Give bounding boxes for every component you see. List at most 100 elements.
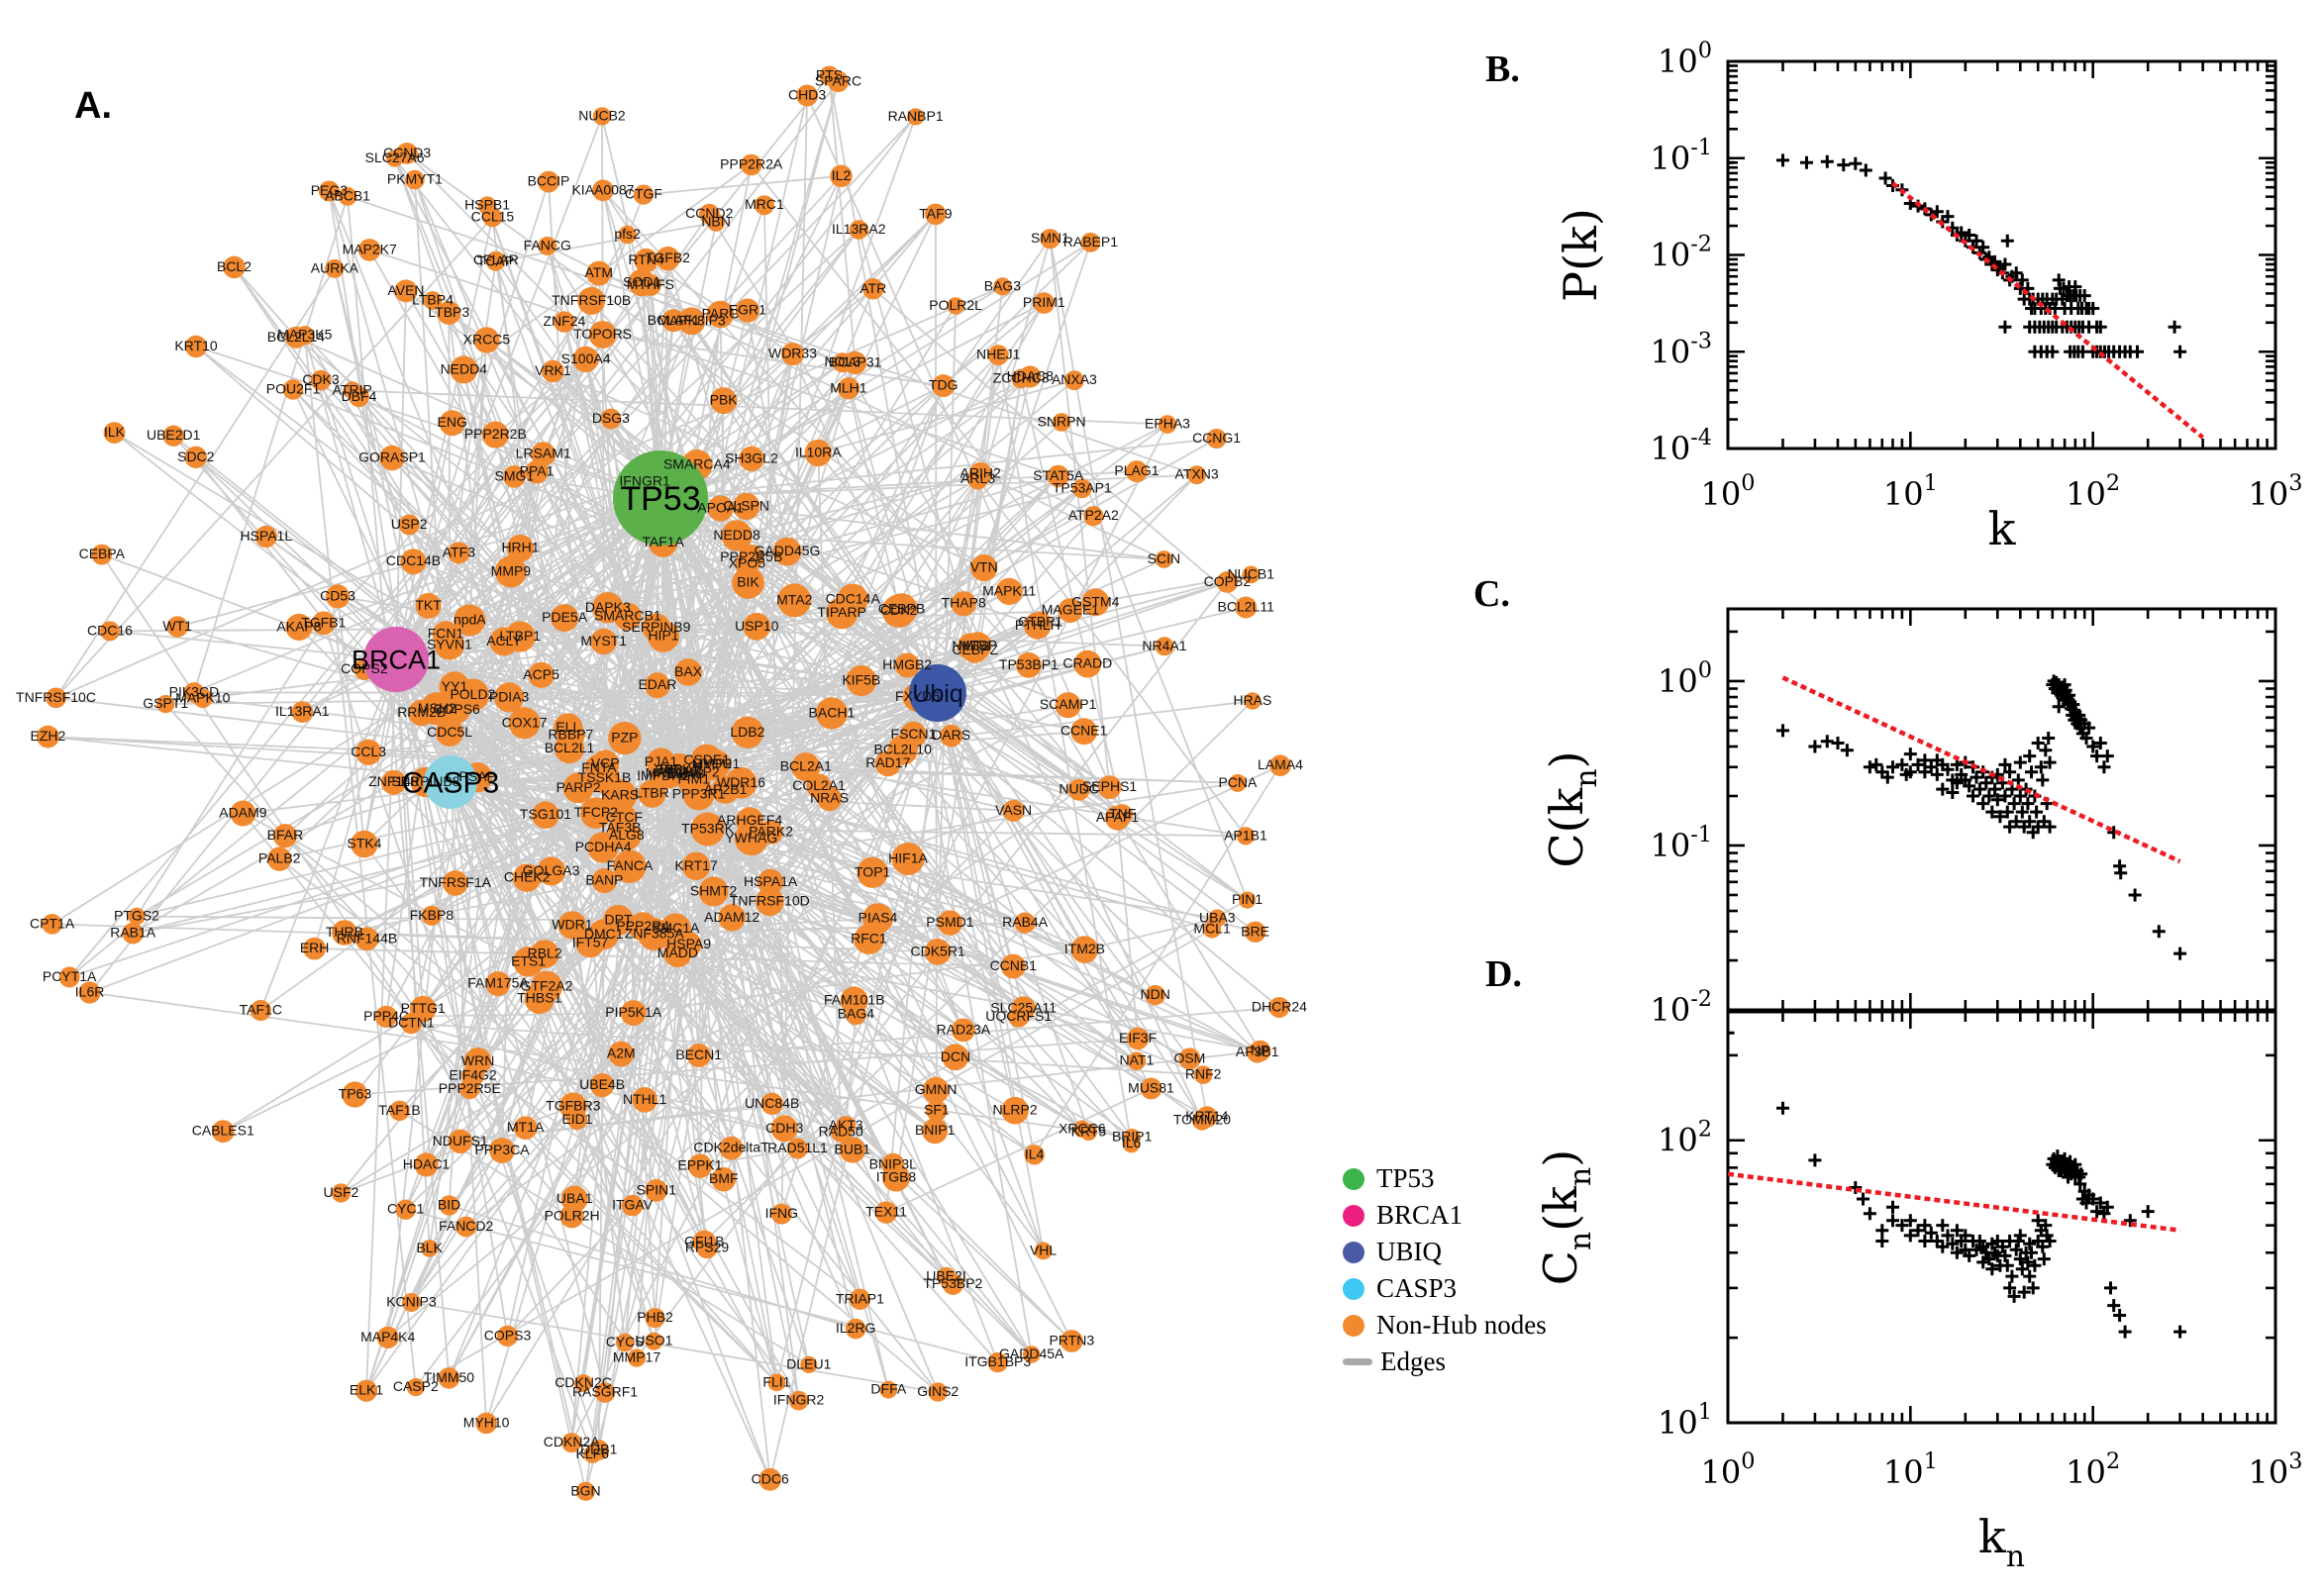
network-node	[645, 1332, 663, 1350]
network-node-label: PPP3R1	[672, 786, 726, 802]
axis-tick-labels-D: 100 101 102 103 102 101	[1658, 1117, 2302, 1491]
network-node-label: VASN	[995, 802, 1032, 818]
network-node-label: PPP3CA	[474, 1142, 530, 1157]
network-node-label: TNFRSF10B	[552, 292, 631, 308]
network-node	[754, 195, 774, 216]
svg-text:10-3: 10-3	[1650, 328, 1712, 370]
network-node-label: BCAP31	[829, 354, 882, 370]
network-node-label: WDR16	[717, 774, 765, 790]
network-node-label: COPB2	[1204, 573, 1252, 589]
network-node-label: CHEK2	[504, 869, 551, 885]
network-node	[592, 107, 612, 126]
network-node-label: CDK3	[302, 371, 340, 387]
network-node-label: HRAS	[1233, 692, 1271, 708]
network-node	[711, 1166, 737, 1192]
network-node	[682, 778, 715, 811]
network-node	[1001, 1096, 1029, 1125]
network-node-label: MYST1	[580, 633, 627, 648]
network-node-label: GORASP1	[358, 449, 426, 465]
network-node-label: ITGB8	[876, 1169, 917, 1185]
network-node	[267, 847, 292, 871]
network-node	[706, 300, 735, 329]
network-node-label: RANBP1	[888, 108, 944, 124]
network-node-label: KRT10	[174, 338, 218, 353]
network-node-label: DCTN1	[388, 1015, 435, 1031]
network-nodes	[37, 65, 1291, 1501]
network-node-label: BGN	[570, 1482, 600, 1498]
network-node	[1070, 718, 1098, 746]
network-node	[1127, 1051, 1147, 1070]
network-node-label: IL6R	[75, 984, 105, 1000]
network-node-label: TGFBR3	[546, 1097, 600, 1113]
legend-label: Edges	[1380, 1347, 1446, 1376]
network-node	[638, 779, 666, 808]
network-node	[1158, 415, 1177, 434]
network-node-label: CDKN2A	[544, 1434, 600, 1449]
network-node-label: STK4	[347, 836, 381, 851]
network-node	[770, 1203, 792, 1225]
network-node-label: CDC14A	[826, 590, 881, 606]
network-node	[439, 410, 465, 437]
network-node	[538, 237, 557, 255]
network-node-label: FAM175A	[467, 975, 529, 991]
network-node-label: TOPORS	[573, 326, 632, 342]
network-node-label: NTHL1	[623, 1091, 667, 1107]
network-node-label: GMNN	[915, 1081, 958, 1097]
network-node	[455, 1216, 477, 1238]
network-node	[796, 84, 819, 107]
network-node	[618, 225, 637, 245]
network-node	[849, 1288, 871, 1311]
network-node-label: SYVN1	[427, 636, 472, 651]
network-node-label: CDK5R1	[910, 943, 964, 958]
legend-item-tp53: TP53	[1343, 1160, 1547, 1197]
network-node	[591, 867, 618, 894]
network-node-label: CCL15	[471, 209, 515, 225]
network-node-label: NUCB2	[578, 107, 626, 123]
network-node	[415, 592, 442, 619]
network-node	[448, 1129, 472, 1154]
network-node-label: RTN4	[628, 251, 664, 267]
network-node-label: SCIN	[1148, 550, 1180, 566]
network-node	[854, 924, 884, 954]
network-hub-nodes	[363, 450, 966, 809]
network-node	[575, 1481, 596, 1501]
network-node-label: RNF144B	[337, 930, 397, 946]
network-node-label: MTBP	[959, 637, 997, 652]
network-node-label: IL10RA	[795, 445, 842, 460]
network-node-label: CABLES1	[192, 1123, 254, 1139]
network-node-label: HSPA9	[666, 936, 711, 951]
panel-b-label: B.	[1485, 49, 1520, 90]
network-node-label: LTBP1	[499, 628, 541, 644]
network-node-label: TAF3B	[599, 820, 642, 836]
network-node-label: CYCS	[606, 1334, 645, 1349]
svg-text:103: 103	[2249, 470, 2303, 513]
network-node	[439, 1195, 459, 1216]
fit-line-D	[1728, 1171, 2180, 1233]
network-node	[1081, 588, 1110, 617]
network-node	[707, 213, 726, 232]
network-node	[1002, 799, 1025, 822]
network-node	[1235, 596, 1258, 619]
network-node-label: TDG	[929, 377, 959, 393]
network-node	[891, 843, 925, 875]
network-node-label: LTBP4	[412, 292, 454, 308]
network-node-label: NRAS	[810, 790, 849, 806]
network-node-label: MAP3K5	[277, 327, 332, 343]
network-node	[1024, 1145, 1045, 1165]
network-node-label: SMN1	[1031, 230, 1069, 246]
network-node	[827, 70, 850, 93]
network-node-label: AKAP8	[276, 618, 321, 634]
network-node	[455, 678, 489, 712]
network-node-label: ANXA3	[1052, 371, 1097, 387]
network-node-label: BCL2	[217, 258, 252, 274]
network-node	[830, 164, 853, 188]
network-node-label: KARS	[601, 787, 639, 803]
network-node-label: MMP2	[692, 755, 733, 771]
network-node-label: ZNF385A	[625, 926, 685, 942]
network-node-label: SERPINB9	[622, 619, 690, 635]
network-node	[1016, 651, 1042, 678]
network-node	[780, 343, 805, 366]
network-node-label: MADD	[657, 945, 698, 960]
network-node-label: RABEP1	[1063, 234, 1118, 249]
legend-item-ubiq: UBIQ	[1343, 1234, 1547, 1270]
